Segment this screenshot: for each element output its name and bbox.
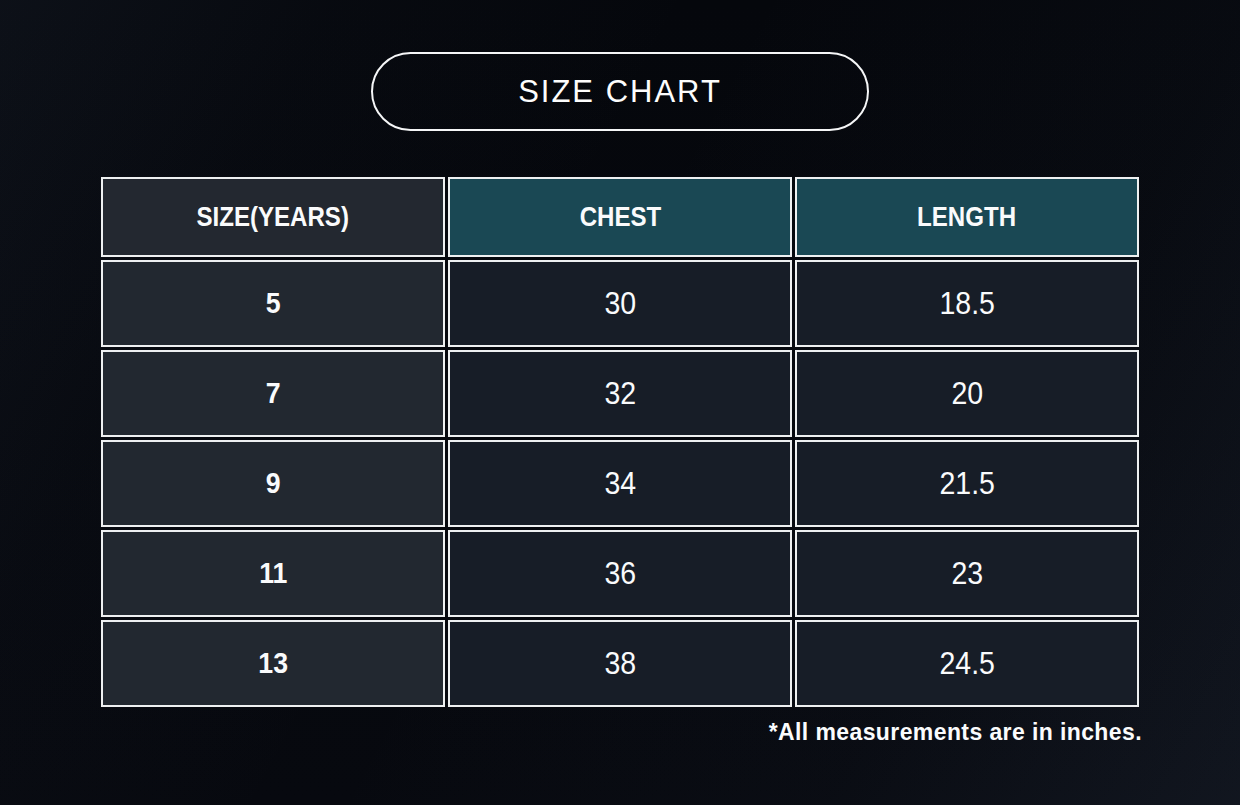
size-cell: 7 [101,350,445,437]
header-label-size-years: SIZE(YEARS) [197,201,350,233]
header-label-chest: CHEST [579,201,661,233]
table-row: 9 34 21.5 [101,440,1139,527]
size-cell: 13 [101,620,445,707]
size-value: 13 [258,647,288,680]
size-chart-table: SIZE(YEARS) CHEST LENGTH 5 30 18.5 7 32 … [98,174,1142,710]
size-value: 9 [266,467,281,500]
chest-value: 38 [604,646,636,682]
size-value: 11 [259,557,287,590]
chest-value: 32 [604,376,636,412]
size-cell: 9 [101,440,445,527]
header-row: SIZE(YEARS) CHEST LENGTH [101,177,1139,257]
length-value: 18.5 [939,286,995,322]
header-cell-length: LENGTH [795,177,1139,257]
table-row: 7 32 20 [101,350,1139,437]
chest-cell: 38 [448,620,792,707]
size-chart-title-pill: SIZE CHART [371,52,869,131]
header-cell-size-years: SIZE(YEARS) [101,177,445,257]
length-cell: 24.5 [795,620,1139,707]
table-row: 11 36 23 [101,530,1139,617]
chest-cell: 30 [448,260,792,347]
chest-value: 30 [604,286,636,322]
chest-cell: 34 [448,440,792,527]
size-cell: 5 [101,260,445,347]
length-cell: 20 [795,350,1139,437]
measurements-footnote: *All measurements are in inches. [769,719,1142,746]
size-chart-table-container: SIZE(YEARS) CHEST LENGTH 5 30 18.5 7 32 … [98,174,1142,710]
chest-cell: 36 [448,530,792,617]
size-cell: 11 [101,530,445,617]
chest-value: 34 [604,466,636,502]
table-row: 13 38 24.5 [101,620,1139,707]
length-cell: 23 [795,530,1139,617]
length-value: 20 [951,376,983,412]
table-row: 5 30 18.5 [101,260,1139,347]
size-value: 5 [266,287,281,320]
size-value: 7 [266,377,281,410]
header-cell-chest: CHEST [448,177,792,257]
page-title: SIZE CHART [518,74,722,110]
length-value: 24.5 [939,646,995,682]
length-value: 23 [951,556,983,592]
chest-cell: 32 [448,350,792,437]
length-cell: 21.5 [795,440,1139,527]
length-value: 21.5 [939,466,995,502]
length-cell: 18.5 [795,260,1139,347]
chest-value: 36 [604,556,636,592]
header-label-length: LENGTH [917,201,1016,233]
